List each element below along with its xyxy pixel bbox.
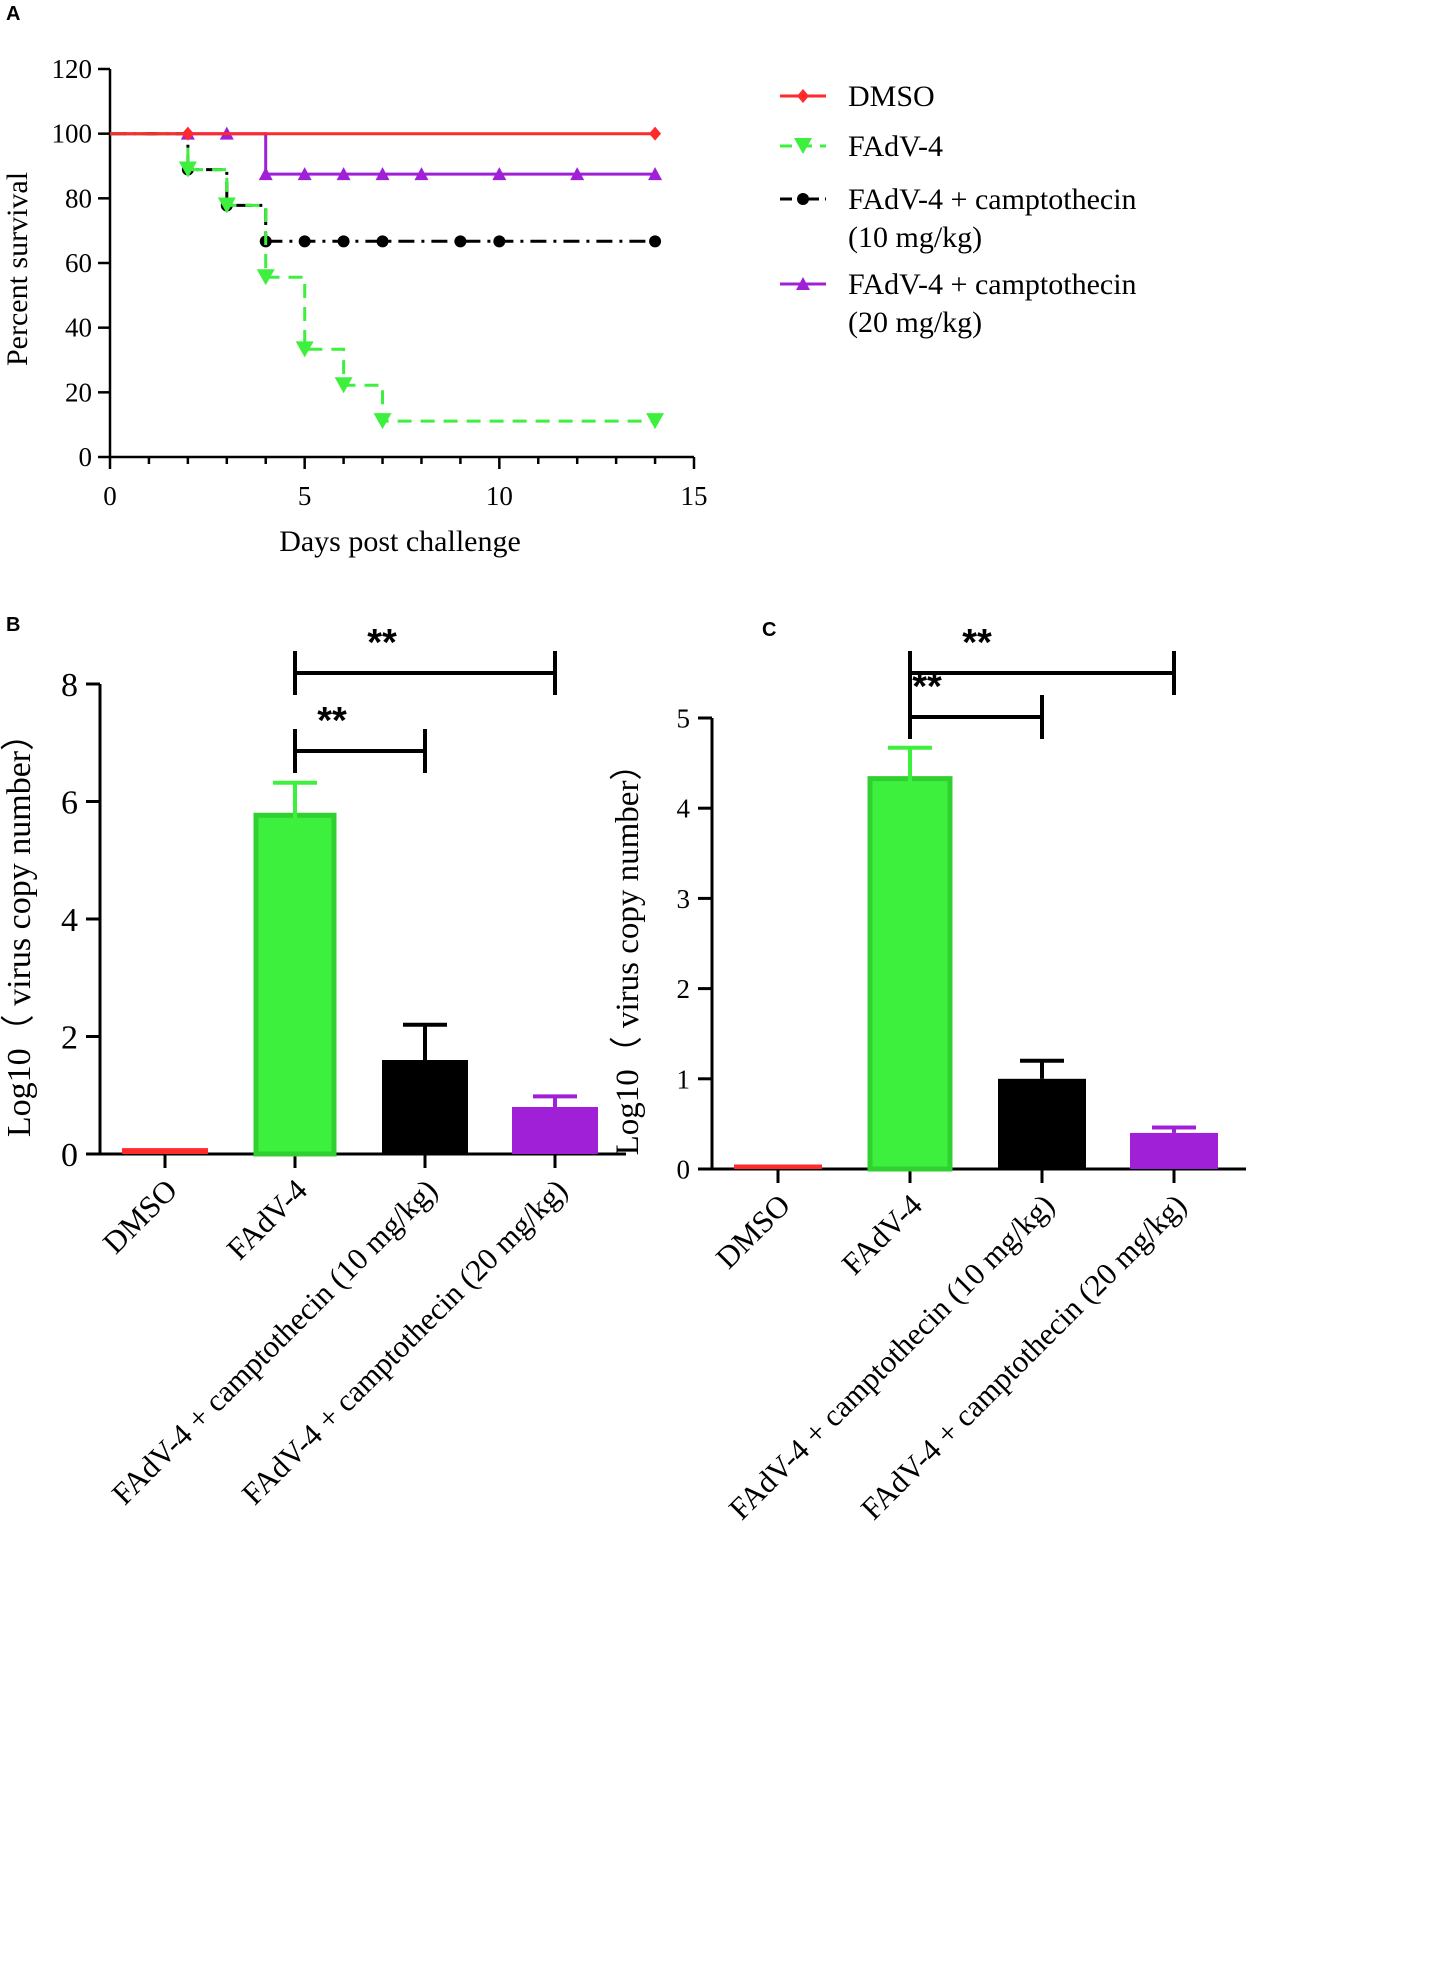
series-marker-3 (336, 167, 351, 181)
y-tick-label: 0 (677, 1154, 691, 1184)
y-tick-label: 5 (677, 703, 691, 733)
bar (382, 1060, 468, 1154)
y-tick-label: 60 (65, 248, 92, 278)
panel-label-c: C (762, 619, 776, 641)
y-axis-title: Log10（ virus copy number） (0, 717, 38, 1137)
series-marker-3 (570, 167, 585, 181)
y-tick-label: 1 (677, 1064, 691, 1094)
x-tick-label: 10 (486, 481, 513, 511)
legend-label: FAdV-4 + camptothecin (848, 183, 1137, 216)
y-tick-label: 40 (65, 313, 92, 343)
series-marker-2 (298, 235, 311, 248)
x-tick-label: 15 (681, 481, 708, 511)
series-marker-1 (646, 413, 665, 430)
y-tick-label: 8 (61, 667, 78, 704)
category-label: DMSO (96, 1172, 184, 1260)
significance-label: ** (962, 622, 992, 664)
series-marker-3 (648, 167, 663, 181)
series-marker-1 (295, 341, 314, 358)
panel-label-a: A (6, 3, 20, 25)
series-marker-2 (376, 235, 389, 248)
y-tick-label: 0 (79, 442, 93, 472)
y-tick-label: 20 (65, 377, 92, 407)
category-label: DMSO (709, 1187, 797, 1275)
series-marker-1 (373, 413, 392, 430)
y-tick-label: 120 (52, 54, 93, 84)
y-tick-label: 6 (61, 784, 78, 821)
y-tick-label: 4 (61, 902, 78, 939)
bar (1130, 1132, 1218, 1169)
panel-a: A 0 20 40 60 80 100 120 0 5 10 15 Days post challeng… (1, 3, 1137, 558)
legend-marker-1 (794, 138, 812, 154)
legend-marker-0 (797, 89, 809, 103)
legend-label: (10 mg/kg) (848, 221, 982, 254)
y-tick-label: 2 (61, 1019, 78, 1056)
bar (867, 776, 953, 1172)
series-marker-3 (258, 167, 273, 181)
series-marker-2 (649, 235, 662, 248)
y-tick-label: 0 (61, 1137, 78, 1174)
y-axis-title: Log10（ virus copy number） (610, 748, 646, 1156)
legend-label: DMSO (848, 80, 935, 113)
series-line-2 (110, 132, 656, 243)
y-tick-label: 80 (65, 183, 92, 213)
legend-label: FAdV-4 (848, 130, 943, 163)
series-marker-3 (297, 167, 312, 181)
series-marker-0 (181, 126, 194, 141)
y-tick-label: 4 (677, 794, 691, 824)
series-marker-2 (337, 235, 350, 248)
bar (512, 1107, 598, 1154)
category-label: FAdV-4 (220, 1172, 315, 1267)
significance-label: ** (317, 700, 347, 742)
series-marker-1 (178, 161, 197, 178)
legend-marker-2 (797, 193, 809, 205)
y-tick-label: 3 (677, 884, 691, 914)
series-marker-0 (649, 126, 662, 141)
panel-b: B 0 2 4 6 8 Log10（ virus copy number） DMSO FAdV-… (0, 614, 626, 1511)
series-marker-3 (492, 167, 507, 181)
bar (253, 812, 337, 1157)
category-label: FAdV-4 (835, 1187, 930, 1282)
series-marker-1 (217, 197, 236, 214)
legend-label: FAdV-4 + camptothecin (848, 268, 1137, 301)
panel-c: C 0 1 2 3 4 5 Log10（ virus copy number） DMSO FAdV… (610, 619, 1246, 1526)
bar (122, 1148, 208, 1154)
series-marker-3 (414, 167, 429, 181)
significance-label: ** (367, 622, 397, 664)
series-line-1 (110, 132, 656, 423)
bar (998, 1078, 1086, 1169)
y-tick-label: 2 (677, 974, 691, 1004)
series-marker-2 (493, 235, 506, 248)
series-marker-2 (454, 235, 467, 248)
panel-label-b: B (6, 614, 20, 636)
bar (734, 1164, 822, 1169)
x-tick-label: 5 (298, 481, 312, 511)
series-marker-1 (256, 269, 275, 286)
y-axis-title: Percent survival (1, 172, 34, 366)
x-tick-label: 0 (103, 481, 117, 511)
series-marker-1 (334, 377, 353, 394)
y-tick-label: 100 (52, 119, 93, 149)
legend-marker-3 (796, 277, 810, 290)
legend-label: (20 mg/kg) (848, 306, 982, 339)
series-marker-3 (375, 167, 390, 181)
x-axis-title: Days post challenge (279, 525, 521, 558)
